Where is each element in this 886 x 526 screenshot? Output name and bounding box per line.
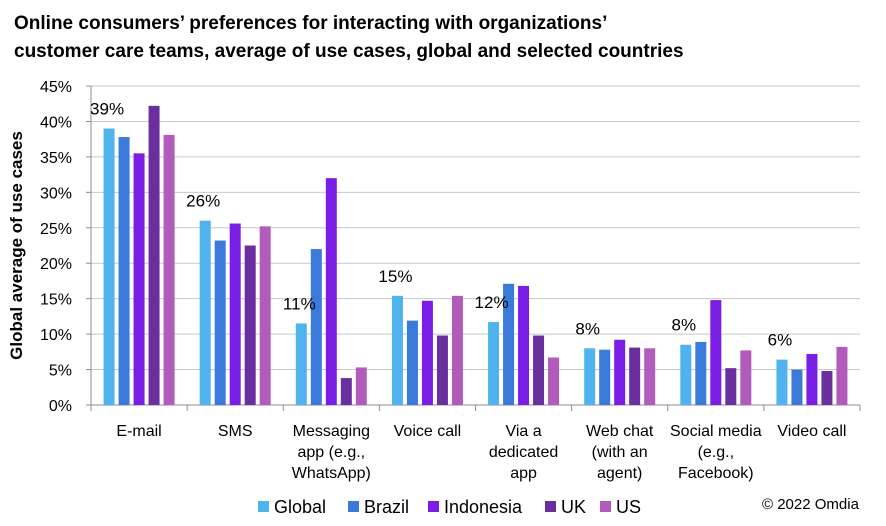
bar-brazil — [599, 349, 611, 405]
y-tick-label: 40% — [40, 114, 72, 131]
x-category-label-line: Via a — [505, 423, 541, 440]
bar-us — [163, 134, 175, 405]
legend-label-brazil: Brazil — [364, 497, 409, 517]
legend-swatch-us — [600, 501, 611, 512]
x-category-label-line: Facebook) — [678, 465, 754, 482]
y-tick-label: 30% — [40, 185, 72, 202]
bar-indonesia — [710, 300, 722, 405]
data-label: 11% — [283, 294, 316, 313]
x-category-label-line: app — [510, 465, 537, 482]
data-label: 15% — [378, 267, 412, 286]
bar-global — [584, 348, 596, 405]
data-label: 6% — [768, 331, 793, 350]
bar-indonesia — [133, 153, 145, 405]
x-category-label: Web chat (with an agent) — [586, 423, 654, 482]
bar-brazil — [791, 369, 803, 405]
bar-global — [199, 220, 211, 405]
bar-uk — [436, 335, 448, 405]
bar-us — [740, 350, 752, 405]
y-tick-label: 10% — [40, 327, 72, 344]
y-tick-label: 15% — [40, 292, 72, 309]
bar-brazil — [310, 249, 322, 405]
data-label: 8% — [672, 316, 697, 335]
x-category-label-line: E-mail — [116, 423, 161, 440]
legend-swatch-uk — [545, 501, 556, 512]
bar-brazil — [406, 320, 418, 405]
x-category-label-line: SMS — [218, 423, 253, 440]
bar-indonesia — [229, 223, 241, 405]
bar-indonesia — [518, 285, 530, 405]
bar-global — [776, 359, 788, 405]
y-tick-label: 5% — [49, 363, 72, 380]
y-tick-label: 25% — [40, 221, 72, 238]
bar-uk — [821, 370, 833, 405]
bar-uk — [725, 368, 737, 405]
chart-title-line-1: Online consumers’ preferences for intera… — [14, 13, 608, 34]
bar-us — [451, 295, 463, 405]
legend-swatch-global — [258, 501, 269, 512]
bar-us — [644, 348, 656, 405]
legend-label-indonesia: Indonesia — [444, 497, 523, 517]
bar-us — [355, 367, 367, 405]
x-category-label-line: agent) — [597, 465, 642, 482]
x-category-label-line: app (e.g., — [298, 444, 366, 461]
y-tick-label: 20% — [40, 256, 72, 273]
y-tick-label: 0% — [49, 398, 72, 415]
bar-global — [391, 295, 403, 405]
x-category-label: Messaging app (e.g., WhatsApp) — [292, 423, 371, 482]
bar-indonesia — [614, 339, 626, 405]
bar-global — [103, 128, 115, 406]
legend-swatch-brazil — [348, 501, 359, 512]
chart-title-line-2: customer care teams, average of use case… — [14, 41, 684, 62]
bar-indonesia — [325, 178, 337, 405]
x-category-label-line: (e.g., — [698, 444, 734, 461]
legend-label-us: US — [616, 497, 641, 517]
legend-label-uk: UK — [561, 497, 586, 517]
bar-global — [488, 322, 500, 405]
x-category-label-line: Social media — [670, 423, 762, 440]
x-category-label: Social media (e.g., Facebook) — [670, 423, 762, 482]
x-category-label-line: Voice call — [394, 423, 462, 440]
x-category-label-line: dedicated — [489, 444, 558, 461]
copyright-notice: © 2022 Omdia — [762, 496, 859, 513]
data-label: 39% — [90, 100, 124, 119]
chart-title: Online consumers’ preferences for intera… — [14, 10, 874, 66]
x-category-label: Video call — [777, 423, 846, 440]
bar-uk — [629, 347, 641, 405]
bar-brazil — [214, 240, 226, 405]
x-category-label-line: (with an — [592, 444, 648, 461]
x-category-label-line: Web chat — [586, 423, 654, 440]
y-tick-label: 45% — [40, 79, 72, 96]
bar-uk — [244, 245, 256, 405]
x-category-label-line: Video call — [777, 423, 846, 440]
data-label: 26% — [186, 192, 220, 211]
bar-global — [680, 344, 692, 405]
legend-swatch-indonesia — [428, 501, 439, 512]
bar-uk — [148, 105, 160, 406]
bar-brazil — [695, 341, 707, 405]
x-category-label: Voice call — [394, 423, 462, 440]
x-category-label: E-mail — [116, 423, 161, 440]
bar-uk — [340, 378, 352, 405]
x-category-label: SMS — [218, 423, 253, 440]
bar-uk — [533, 335, 545, 405]
bar-indonesia — [806, 353, 818, 405]
x-category-label: Via a dedicated app — [489, 423, 558, 482]
y-tick-label: 35% — [40, 150, 72, 167]
bar-global — [295, 323, 307, 405]
legend-label-global: Global — [274, 497, 326, 517]
bar-indonesia — [421, 300, 433, 405]
data-label: 12% — [475, 293, 509, 312]
bar-us — [836, 346, 848, 405]
bar-brazil — [503, 283, 515, 405]
bar-brazil — [118, 137, 130, 406]
bar-us — [548, 357, 560, 405]
x-category-label-line: Messaging — [293, 423, 370, 440]
x-category-label-line: WhatsApp) — [292, 465, 371, 482]
y-axis-title: Global average of use cases — [7, 131, 26, 360]
bar-us — [259, 226, 271, 405]
data-label: 8% — [575, 319, 600, 338]
